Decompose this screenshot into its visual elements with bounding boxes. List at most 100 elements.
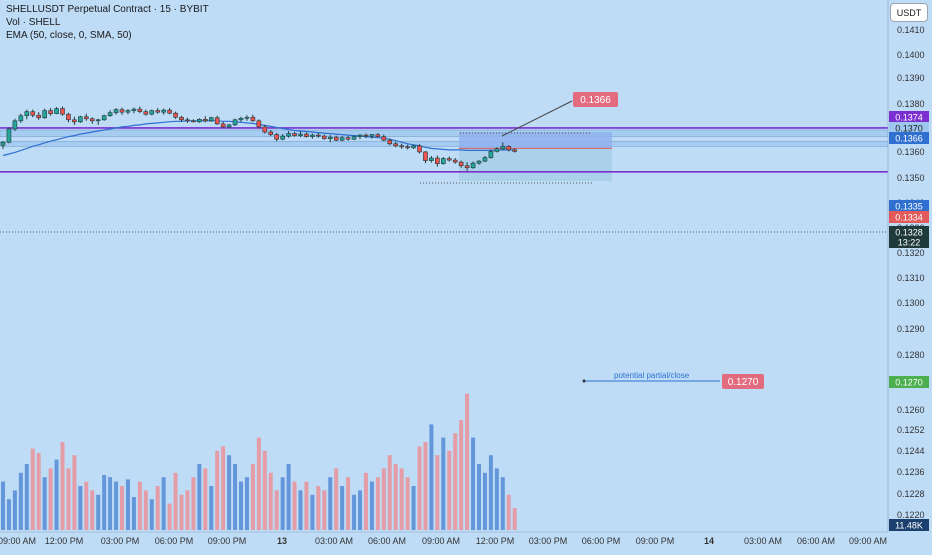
volume-bar-83 [494,468,499,530]
volume-bar-70 [417,446,422,530]
candle-body-76 [452,159,458,163]
price-badge-1: 0.1370 [895,124,923,134]
price-tick-1: 0.1400 [897,50,925,60]
volume-bar-31 [185,490,190,530]
price-badge-bg-2 [889,132,929,144]
candle-body-83 [494,148,500,152]
candle-body-47 [280,135,285,140]
price-badge-bg-6 [889,236,929,248]
price-badge-bg-7 [889,376,929,388]
candle-body-66 [393,143,399,147]
candle-body-21 [125,110,131,113]
time-tick-5: 13 [277,536,287,546]
candle-body-2 [12,120,18,130]
candle-body-86 [512,149,518,152]
volume-bar-71 [423,442,428,530]
candle-body-84 [500,146,506,150]
price-axis[interactable]: 0.1410 0.1400 0.1390 0.1380 0.1370 0.1360 0.13… [887,0,932,550]
candle-body-70 [417,145,422,153]
candle-body-62 [369,134,375,137]
volume-bar-65 [387,455,392,530]
time-tick-1: 12:00 PM [45,536,84,546]
candle-body-32 [191,120,196,123]
volume-bar-44 [262,450,267,530]
price-tick-18: 0.1236 [897,467,925,477]
candle-body-80 [476,160,482,164]
volume-bar-12 [72,455,77,530]
volume-bar-24 [143,490,148,530]
price-badge-8: 11.48K [895,521,923,531]
candle-body-78 [464,165,470,169]
time-axis[interactable]: 09:00 AM 12:00 PM 03:00 PM 06:00 PM 09:00 PM… [0,531,932,550]
volume-bar-85 [506,494,511,530]
time-tick-15: 06:00 AM [797,536,835,546]
time-tick-9: 12:00 PM [476,536,515,546]
candle-body-75 [446,158,452,161]
volume-bar-33 [197,464,202,530]
volume-bar-47 [280,477,285,530]
volume-bar-74 [441,437,446,530]
candle-body-73 [435,157,440,164]
candle-body-51 [304,133,309,137]
candle-body-27 [161,109,166,113]
volume-bar-6 [36,453,41,530]
candle-body-56 [333,136,339,141]
volume-bar-82 [488,455,493,530]
volume-bar-34 [203,468,208,530]
upper-target-label: 0.1366 [580,95,611,106]
price-tick-19: 0.1228 [897,489,925,499]
volume-bar-46 [274,490,279,530]
volume-bar-60 [358,490,362,530]
candle-body-4 [24,111,30,117]
volume-bar-35 [209,486,214,530]
volume-bar-41 [244,477,249,530]
candle-body-68 [405,146,410,149]
annotations-layer[interactable]: 0.1366 potential partial/close 0.1270 [501,92,764,389]
position-risk-zone [459,132,612,149]
candle-body-46 [274,134,280,140]
candle-body-28 [167,109,172,114]
candle-body-3 [18,115,24,122]
upper-target-badge[interactable] [573,92,618,107]
volume-bar-66 [393,464,398,530]
volume-bar-43 [256,437,261,530]
volume-bar-9 [54,459,59,530]
lower-target-badge[interactable] [722,374,764,389]
volume-bar-61 [363,472,368,530]
position-reward-zone [459,148,612,181]
time-axis-bg [0,532,932,550]
volume-bar-72 [429,424,434,530]
volume-bar-53 [316,486,321,530]
candle-body-38 [226,124,232,128]
price-tick-20: 0.1220 [897,510,925,520]
candle-body-25 [149,110,155,115]
candle-body-6 [36,114,42,119]
volume-bar-86 [512,508,517,530]
position-tool[interactable] [420,132,612,184]
price-badge-bg-8 [889,519,929,531]
target-callout-line [501,100,573,137]
candle-body-52 [310,134,315,137]
price-badge-6: 13:22 [898,238,921,248]
volume-bar-40 [239,481,243,530]
volume-bar-50 [298,490,303,530]
volume-bar-36 [215,450,220,530]
volume-bar-45 [268,472,273,530]
price-tick-2: 0.1390 [897,73,925,83]
volume-bar-57 [340,486,345,530]
candle-body-50 [298,133,303,136]
volume-bar-38 [227,455,232,530]
time-tick-7: 06:00 AM [368,536,406,546]
currency-button[interactable]: USDT [890,3,928,22]
candle-body-54 [321,135,327,139]
candle-body-19 [113,109,119,113]
candle-body-58 [345,137,351,140]
volume-bar-15 [90,490,95,530]
price-tick-9: 0.1320 [897,248,925,258]
price-tick-0: 0.1410 [897,25,925,35]
price-badge-5: 0.1328 [895,228,923,238]
volume-bar-29 [173,472,178,530]
volume-bar-5 [30,448,35,530]
